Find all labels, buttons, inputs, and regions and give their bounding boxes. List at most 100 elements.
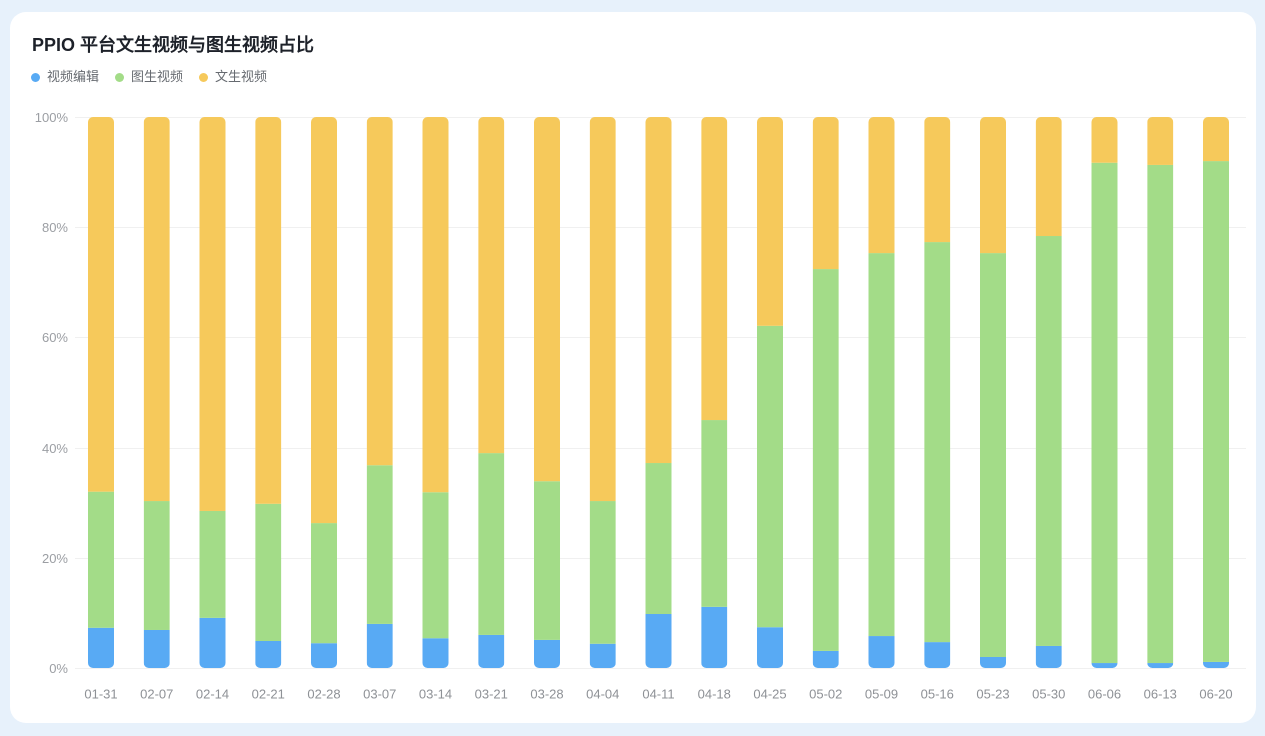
image-to-video-segment xyxy=(143,501,170,630)
image-to-video-segment xyxy=(812,269,839,651)
y-tick-label: 20% xyxy=(42,551,68,566)
video-edit-segment xyxy=(534,639,560,668)
image-to-video-segment xyxy=(366,465,393,624)
text-to-video-segment xyxy=(812,117,839,270)
legend-dot-icon xyxy=(31,72,40,82)
text-to-video-segment xyxy=(422,117,449,493)
x-tick-label: 05-23 xyxy=(976,687,1009,702)
y-tick-label: 60% xyxy=(42,330,68,345)
image-to-video-segment xyxy=(701,420,728,607)
legend-label: 文生视频 xyxy=(215,69,268,84)
stacked-bar-04-04[interactable] xyxy=(589,117,616,668)
image-to-video-segment xyxy=(868,253,895,637)
stacked-bar-03-28[interactable] xyxy=(534,117,560,668)
x-tick-label: 06-06 xyxy=(1088,687,1121,702)
x-tick-label: 04-04 xyxy=(586,687,619,702)
video-edit-segment xyxy=(980,656,1006,668)
video-edit-segment xyxy=(422,638,449,668)
text-to-video-segment xyxy=(1091,117,1118,163)
stacked-bar-04-18[interactable] xyxy=(701,117,728,668)
stacked-bar-04-25[interactable] xyxy=(757,117,783,668)
stacked-bar-01-31[interactable] xyxy=(88,117,114,668)
legend-item-video-edit[interactable]: 视频编辑 xyxy=(31,68,99,86)
video-edit-segment xyxy=(143,629,170,668)
text-to-video-segment xyxy=(311,117,337,524)
stacked-bar-03-14[interactable] xyxy=(422,117,449,668)
stacked-bar-02-14[interactable] xyxy=(199,117,226,668)
text-to-video-segment xyxy=(868,117,895,254)
video-edit-segment xyxy=(1147,663,1174,668)
legend-item-text-to-video[interactable]: 文生视频 xyxy=(199,68,267,86)
x-tick-label: 05-16 xyxy=(921,687,954,702)
text-to-video-segment xyxy=(199,117,226,511)
stacked-bar-05-16[interactable] xyxy=(924,117,951,668)
stacked-bar-02-07[interactable] xyxy=(143,117,170,668)
text-to-video-segment xyxy=(478,117,505,454)
y-tick-label: 80% xyxy=(42,220,68,235)
image-to-video-segment xyxy=(199,510,226,618)
legend-dot-icon xyxy=(115,72,125,82)
x-tick-label: 06-13 xyxy=(1144,687,1177,702)
video-edit-segment xyxy=(589,643,616,668)
stacked-bar-05-09[interactable] xyxy=(868,117,895,668)
image-to-video-segment xyxy=(1203,161,1229,662)
video-edit-segment xyxy=(478,634,505,668)
text-to-video-segment xyxy=(534,117,560,482)
x-tick-label: 04-11 xyxy=(642,687,674,702)
x-tick-label: 03-14 xyxy=(419,687,452,702)
x-tick-label: 05-09 xyxy=(865,687,898,702)
x-tick-label: 04-18 xyxy=(698,687,731,702)
stacked-bar-05-23[interactable] xyxy=(980,117,1006,668)
video-edit-segment xyxy=(757,627,783,668)
stacked-bar-06-06[interactable] xyxy=(1091,117,1118,668)
text-to-video-segment xyxy=(924,117,951,243)
video-edit-segment xyxy=(868,636,895,668)
text-to-video-segment xyxy=(255,117,282,504)
image-to-video-segment xyxy=(1091,162,1118,664)
image-to-video-segment xyxy=(757,325,783,628)
text-to-video-segment xyxy=(88,117,114,492)
image-to-video-segment xyxy=(980,253,1006,657)
stacked-bar-04-11[interactable] xyxy=(645,117,672,668)
image-to-video-segment xyxy=(645,463,672,615)
image-to-video-segment xyxy=(311,523,337,644)
y-tick-label: 40% xyxy=(42,441,68,456)
image-to-video-segment xyxy=(924,242,951,643)
text-to-video-segment xyxy=(1147,117,1174,165)
legend-label: 视频编辑 xyxy=(47,69,100,84)
stacked-bar-03-21[interactable] xyxy=(478,117,505,668)
text-to-video-segment xyxy=(980,117,1006,254)
chart-title: PPIO 平台文生视频与图生视频占比 xyxy=(32,35,315,55)
y-tick-label: 0% xyxy=(49,661,68,676)
image-to-video-segment xyxy=(88,491,114,628)
y-tick-label: 100% xyxy=(35,110,69,125)
x-tick-label: 05-30 xyxy=(1032,687,1065,702)
text-to-video-segment xyxy=(757,117,783,326)
stacked-bar-02-21[interactable] xyxy=(255,117,282,668)
stacked-bar-06-20[interactable] xyxy=(1203,117,1229,668)
x-tick-label: 03-07 xyxy=(363,687,396,702)
video-edit-segment xyxy=(199,617,226,668)
text-to-video-segment xyxy=(589,117,616,502)
chart-legend: 视频编辑 图生视频 文生视频 xyxy=(31,68,267,86)
video-edit-segment xyxy=(1203,661,1229,668)
x-tick-label: 06-20 xyxy=(1199,687,1232,702)
stacked-bar-02-28[interactable] xyxy=(311,117,337,668)
stacked-bar-05-30[interactable] xyxy=(1035,117,1062,668)
video-edit-segment xyxy=(812,650,839,668)
x-tick-label: 05-02 xyxy=(809,687,842,702)
video-edit-segment xyxy=(924,642,951,668)
chart-card: 0% 20% 40% 60% 80% 100% 01-31 02-07 02-14 02-21 02… xyxy=(10,12,1256,723)
video-edit-segment xyxy=(366,623,393,668)
stacked-bar-03-07[interactable] xyxy=(366,117,393,668)
stacked-bar-05-02[interactable] xyxy=(812,117,839,668)
text-to-video-segment xyxy=(701,117,728,421)
legend-dot-icon xyxy=(199,72,209,82)
x-tick-label: 02-07 xyxy=(140,687,173,702)
legend-item-image-to-video[interactable]: 图生视频 xyxy=(115,68,183,86)
stacked-bar-06-13[interactable] xyxy=(1147,117,1174,668)
video-edit-segment xyxy=(311,643,337,668)
x-tick-label: 03-28 xyxy=(530,687,563,702)
text-to-video-segment xyxy=(645,117,672,464)
legend-label: 图生视频 xyxy=(131,69,184,84)
